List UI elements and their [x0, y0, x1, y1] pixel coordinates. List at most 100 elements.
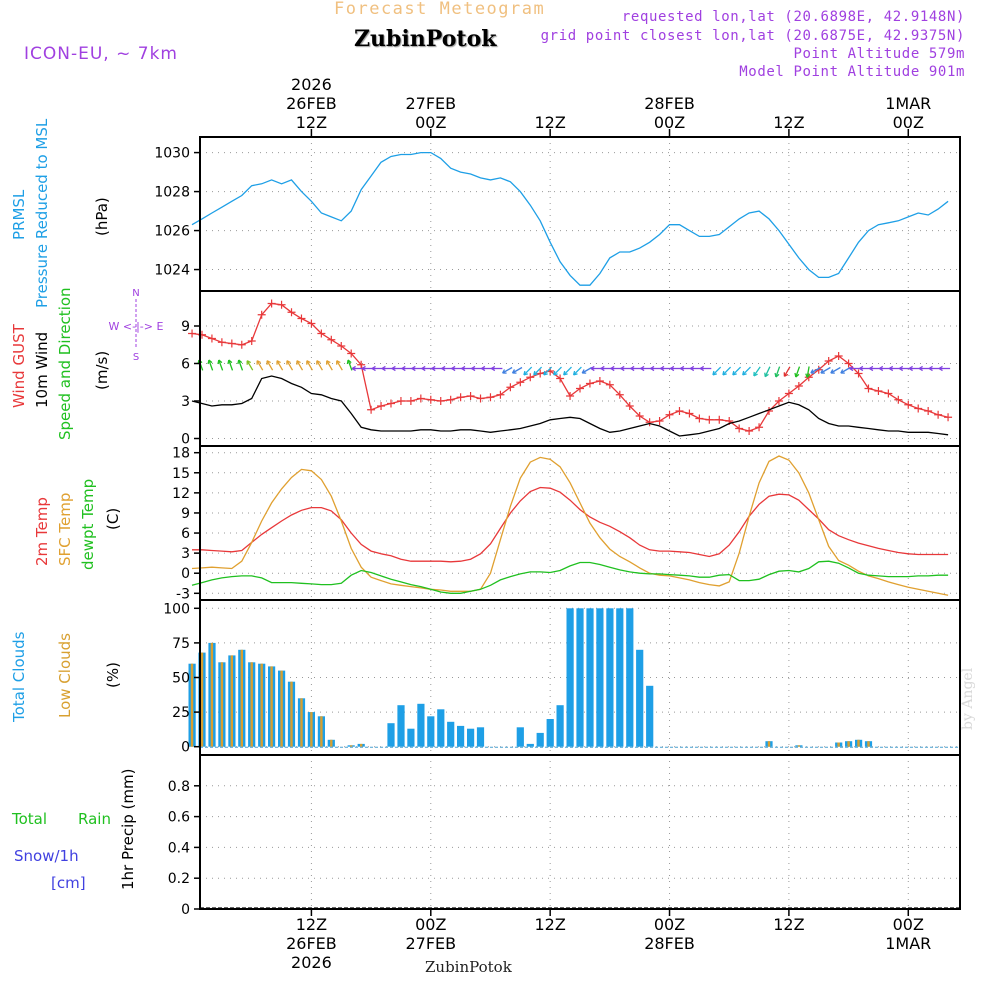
model-label: ICON-EU, ~ 7km [24, 44, 178, 64]
wind-arrow-head [794, 372, 800, 378]
wind-arrow [810, 366, 821, 374]
total-cloud-bar [526, 743, 534, 747]
wind-arrow-head [610, 365, 615, 372]
wind-labels: Wind GUST 10m Wind Speed and Direction (… [10, 287, 163, 440]
x-label-bottom: 12Z [534, 915, 565, 934]
total-cloud-bar [407, 728, 415, 747]
gust-point [476, 394, 485, 403]
low-cloud-bar [240, 649, 243, 747]
cloud-unit: (%) [104, 662, 122, 688]
wind-arrow [722, 366, 732, 376]
gust-point [824, 357, 833, 365]
total-cloud-bar [636, 649, 644, 747]
pressure-unit: (hPa) [93, 197, 111, 236]
pressure-panel-frame [199, 136, 961, 292]
wind-arrow-head [227, 359, 233, 365]
gust-point [566, 392, 575, 400]
y-tick-label: 100 [163, 601, 190, 617]
gust-point [605, 380, 614, 389]
gust-point [556, 374, 565, 383]
gust-point [844, 359, 853, 368]
wind-arrow-head [572, 370, 578, 376]
wind-arrow-head [753, 371, 758, 377]
wind-arrow-head [441, 365, 446, 372]
wind-arrow [502, 366, 513, 374]
gust-point [516, 378, 525, 387]
wind-arrow [326, 360, 333, 371]
low-cloud-bar [270, 666, 273, 747]
gust-point [864, 384, 873, 393]
wind-arrow-head [533, 370, 538, 376]
total-cloud-bar [546, 719, 554, 747]
wind-arrow-head [712, 370, 717, 376]
x-label-bottom: 00Z [893, 915, 924, 934]
compass-s: S [133, 352, 139, 363]
gust-point [715, 415, 724, 424]
wind-arrow [533, 366, 543, 376]
wind-arrow [512, 366, 523, 374]
gust-point [914, 404, 923, 413]
wind-arrow [256, 360, 264, 371]
x-label-top: 2026 [291, 75, 332, 94]
wind-arrow-head [391, 365, 396, 372]
total-cloud-bar [606, 608, 614, 747]
wind-arrow-head [286, 360, 291, 365]
gust-point [257, 310, 266, 319]
gust-point [327, 335, 336, 344]
wind-arrow [775, 366, 781, 378]
total-cloud-bar [566, 608, 574, 747]
y-tick-label: 3 [181, 546, 190, 562]
low-cloud-bar [260, 663, 263, 747]
grid-layer [200, 137, 960, 910]
wind-arrow-head [256, 360, 262, 365]
gust-point [924, 407, 933, 415]
wind-arrow-head [908, 365, 913, 372]
wind-arrow-head [563, 370, 568, 376]
total-cloud-bar [576, 608, 584, 747]
wind-arrow-head [371, 365, 376, 372]
wind-unit: (m/s) [93, 351, 111, 390]
wind-arrow [573, 366, 582, 376]
gust-point [934, 410, 943, 419]
x-label-bottom: 28FEB [644, 934, 695, 953]
gust-point [774, 397, 783, 405]
x-label-top: 00Z [893, 113, 924, 132]
gust-point [367, 405, 376, 414]
wind-arrow-head [898, 365, 904, 372]
wind-arrow-head [810, 369, 815, 374]
wind-arrow [581, 366, 593, 374]
gust-point [446, 395, 455, 404]
wind-arrow-head [840, 369, 845, 374]
wind-arrow [820, 366, 831, 374]
low-cloud-bar [280, 670, 283, 747]
total-cloud-bar [467, 728, 475, 747]
wind-arrow [795, 366, 801, 378]
wind-arrow-head [421, 365, 426, 372]
total-cloud-bar [596, 608, 604, 747]
x-label-bottom: 12Z [773, 915, 804, 934]
compass-n: N [132, 288, 139, 299]
gust-point [386, 399, 395, 408]
y-tick-label: 1028 [154, 185, 190, 201]
closest-coords: grid point closest lon,lat (20.6875E, 42… [540, 28, 965, 44]
x-label-top: 00Z [415, 113, 446, 132]
wind-arrow [783, 366, 791, 377]
gust-point [585, 379, 594, 388]
wind-arrow-head [699, 365, 705, 372]
total-cloud-bar [417, 703, 425, 747]
gust-point [406, 397, 415, 405]
y-tick-label: 12 [172, 486, 190, 502]
low-cloud-bar [230, 655, 233, 747]
low-cloud-bar [190, 663, 194, 747]
y-tick-label: 0 [181, 902, 190, 918]
temp-labels: 2m Temp SFC Temp dewpt Temp (C) [33, 479, 122, 570]
gust-point [227, 339, 236, 348]
gust-point [357, 360, 366, 369]
wind-arrow-head [502, 369, 507, 374]
gust-point [735, 424, 744, 433]
wind-arrow-head [431, 365, 436, 372]
gust-point [665, 410, 674, 419]
wind-arrow-head [471, 365, 476, 372]
wind-arrow [732, 366, 742, 376]
